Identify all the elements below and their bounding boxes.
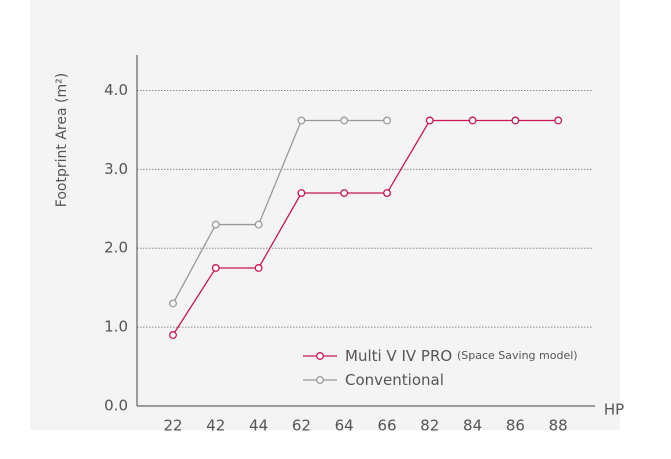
point <box>211 264 220 272</box>
point <box>554 116 563 125</box>
y-tick-label: 1.0 <box>104 318 128 336</box>
point <box>340 189 349 197</box>
y-tick-label: 4.0 <box>104 81 128 99</box>
y-tick-label: 3.0 <box>104 160 128 178</box>
x-axis-label: HP <box>604 401 624 419</box>
y-tick-label: 2.0 <box>104 239 128 257</box>
point <box>254 220 263 229</box>
x-tick-label: 66 <box>377 417 396 435</box>
x-tick-label: 88 <box>549 417 568 435</box>
legend-marker <box>316 376 324 384</box>
panel <box>30 0 620 430</box>
point <box>383 189 391 197</box>
legend-label: Multi V IV PRO (Space Saving model) <box>345 347 578 365</box>
legend-name: Conventional <box>345 371 444 389</box>
x-tick-label: 64 <box>335 417 354 435</box>
x-tick-label: 22 <box>163 417 182 435</box>
legend-note: (Space Saving model) <box>457 349 578 362</box>
point <box>511 116 520 125</box>
point <box>169 331 177 339</box>
x-tick-label: 44 <box>249 417 268 435</box>
legend-label: Conventional <box>345 371 444 389</box>
point <box>297 116 306 125</box>
x-tick-label: 82 <box>420 417 439 435</box>
point <box>340 116 349 125</box>
point <box>254 264 263 272</box>
point <box>211 220 220 229</box>
series-line <box>172 119 387 304</box>
x-tick-label: 42 <box>206 417 225 435</box>
y-tick-label: 0.0 <box>104 397 128 415</box>
y-axis-label: Footprint Area (m²) <box>54 73 70 207</box>
legend-name: Multi V IV PRO <box>345 347 452 365</box>
x-tick-label: 86 <box>506 417 525 435</box>
x-tick-label: 84 <box>463 417 482 435</box>
x-tick-label: 62 <box>292 417 311 435</box>
point <box>169 299 177 308</box>
point <box>425 116 434 125</box>
point <box>468 116 477 125</box>
series-line <box>172 119 559 336</box>
point <box>383 116 391 125</box>
point <box>297 189 306 197</box>
legend-marker <box>316 352 324 360</box>
